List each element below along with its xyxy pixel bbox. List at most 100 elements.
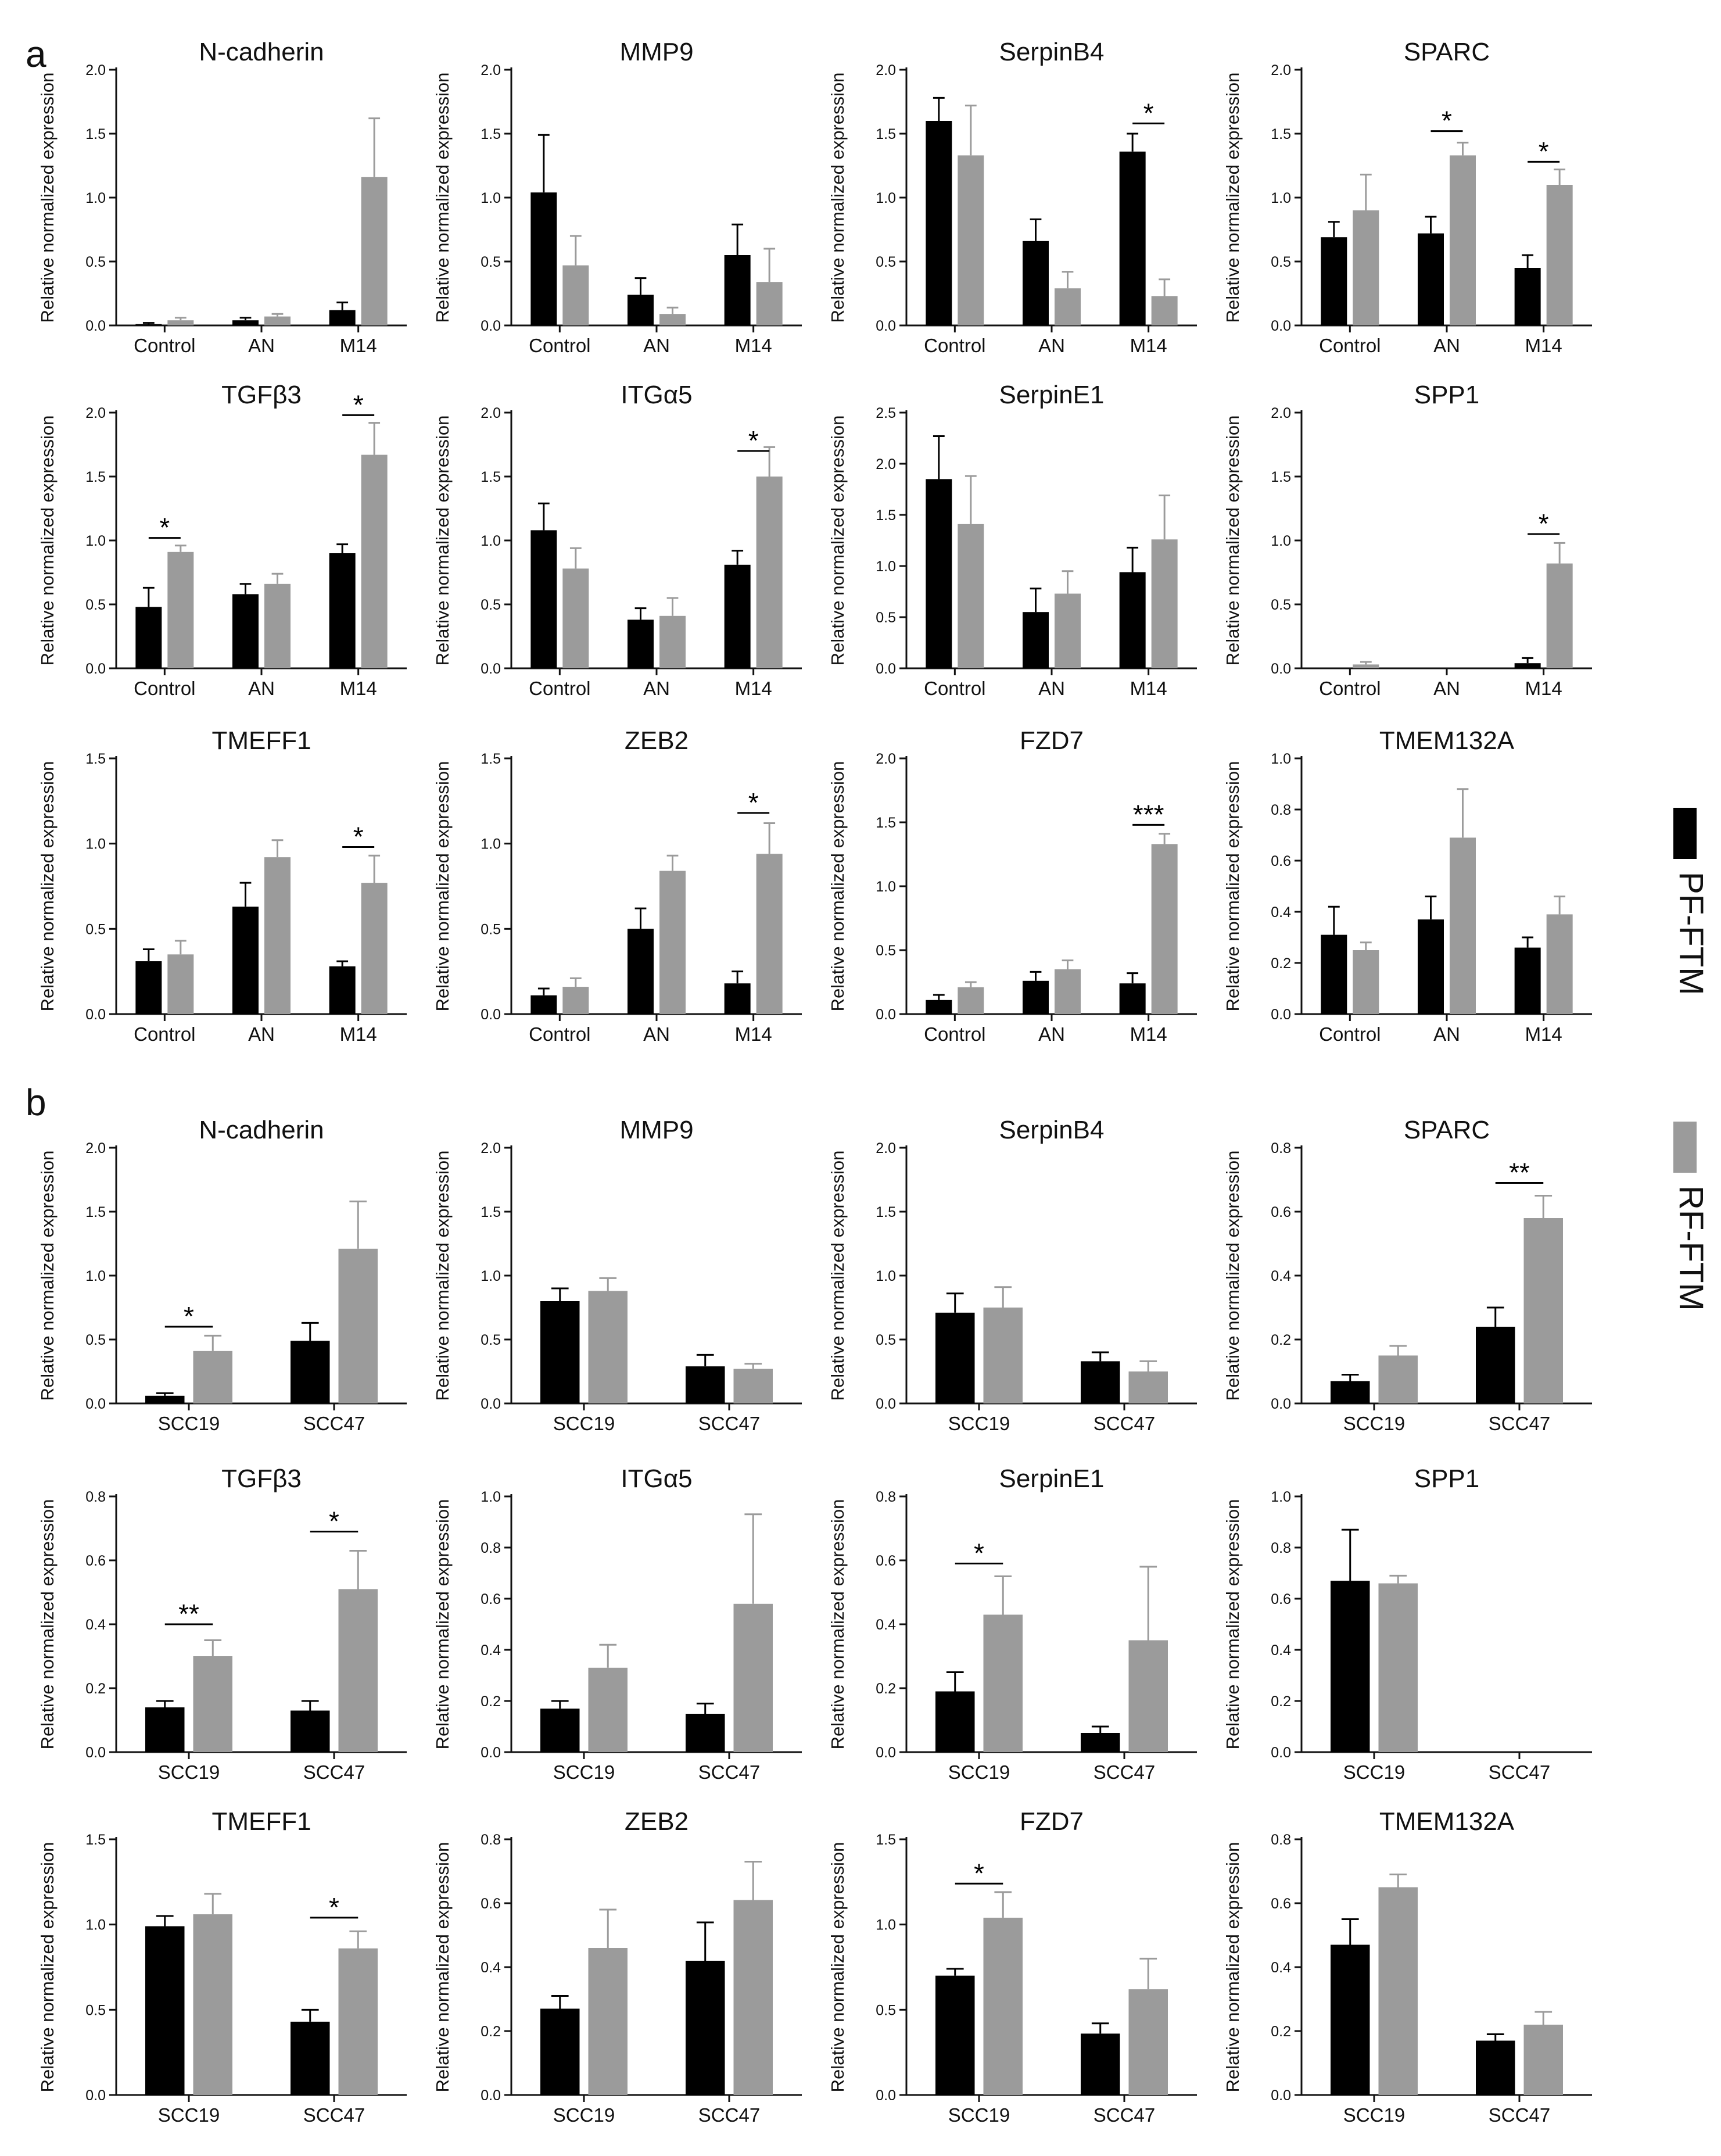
- bar-b-sparc-scc19-rf-ftm: [1378, 1355, 1418, 1403]
- x-tick-label-b-sparc-0: SCC19: [1343, 1413, 1405, 1434]
- x-tick-label-b-zeb2-1: SCC47: [698, 2104, 760, 2126]
- y-tick-label-b-fzd7-3: 1.5: [876, 1832, 896, 1848]
- y-tick-label-a-tmem132a-2: 0.4: [1271, 904, 1291, 921]
- bar-a-zeb2-m14-pf-ftm: [724, 983, 751, 1014]
- y-tick-label-a-serpinb4-0: 0.0: [876, 318, 896, 334]
- y-tick-label-b-sparc-0: 0.0: [1271, 1396, 1291, 1412]
- chart-title-a-itg-5: ITGα5: [621, 381, 692, 409]
- bar-a-tmem132a-an-pf-ftm: [1418, 919, 1444, 1014]
- x-tick-label-a-n-cadherin-1: AN: [248, 335, 275, 356]
- y-axis-label-b-spp1: Relative normalized expression: [1222, 1499, 1243, 1750]
- bar-b-serpine1-scc47-pf-ftm: [1081, 1733, 1120, 1752]
- bar-b-sparc-scc47-rf-ftm: [1523, 1218, 1563, 1403]
- chart-title-a-sparc: SPARC: [1404, 38, 1490, 66]
- bar-a-sparc-control-pf-ftm: [1321, 237, 1347, 325]
- y-tick-label-b-itg-5-3: 0.6: [481, 1591, 501, 1607]
- bar-a-serpine1-control-rf-ftm: [958, 524, 984, 668]
- bar-a-spp1-control-rf-ftm: [1353, 664, 1379, 668]
- y-tick-label-b-sparc-1: 0.2: [1271, 1332, 1291, 1348]
- bar-chart-figure: N-cadherin Relative normalized expression…: [37, 38, 1592, 2126]
- bar-a-itg-5-an-rf-ftm: [659, 615, 686, 668]
- bar-a-tmem132a-m14-pf-ftm: [1514, 947, 1541, 1014]
- y-tick-label-a-tgf-3-3: 1.5: [85, 469, 106, 485]
- y-tick-label-b-fzd7-0: 0.0: [876, 2087, 896, 2104]
- bar-b-sparc-scc47-pf-ftm: [1476, 1327, 1515, 1403]
- x-tick-label-b-zeb2-0: SCC19: [553, 2104, 615, 2126]
- chart-title-a-tmem132a: TMEM132A: [1379, 726, 1515, 755]
- bar-b-zeb2-scc47-pf-ftm: [686, 1961, 725, 2095]
- significance-marker-b-n-cadherin-0: *: [184, 1301, 194, 1331]
- y-axis-label-b-tgf-3: Relative normalized expression: [37, 1499, 58, 1750]
- bar-a-sparc-an-rf-ftm: [1450, 155, 1476, 325]
- x-tick-label-a-mmp9-1: AN: [643, 335, 670, 356]
- panel-label-b: b: [26, 1081, 46, 1123]
- y-tick-label-a-n-cadherin-0: 0.0: [85, 318, 106, 334]
- y-tick-label-a-serpinb4-4: 2.0: [876, 62, 896, 78]
- y-tick-label-a-serpine1-4: 2.0: [876, 456, 896, 472]
- y-tick-label-b-serpine1-3: 0.6: [876, 1553, 896, 1569]
- y-axis-label-a-sparc: Relative normalized expression: [1222, 73, 1243, 323]
- y-tick-label-a-n-cadherin-2: 1.0: [85, 190, 106, 206]
- bar-b-zeb2-scc47-rf-ftm: [733, 1900, 773, 2095]
- x-tick-label-b-fzd7-1: SCC47: [1093, 2104, 1155, 2126]
- y-tick-label-b-serpinb4-3: 1.5: [876, 1204, 896, 1220]
- bar-b-mmp9-scc19-rf-ftm: [588, 1291, 628, 1403]
- chart-title-a-zeb2: ZEB2: [625, 726, 689, 755]
- y-tick-label-a-mmp9-3: 1.5: [481, 126, 501, 142]
- bar-a-serpine1-m14-pf-ftm: [1119, 572, 1146, 668]
- y-tick-label-a-sparc-1: 0.5: [1271, 254, 1291, 270]
- chart-title-b-sparc: SPARC: [1404, 1116, 1490, 1144]
- y-tick-label-b-n-cadherin-1: 0.5: [85, 1332, 106, 1348]
- bar-a-tmem132a-an-rf-ftm: [1450, 837, 1476, 1014]
- bar-b-zeb2-scc19-rf-ftm: [588, 1948, 628, 2095]
- bar-b-serpine1-scc47-rf-ftm: [1128, 1640, 1168, 1752]
- bar-b-n-cadherin-scc19-rf-ftm: [193, 1351, 232, 1403]
- chart-title-b-serpinb4: SerpinB4: [999, 1116, 1104, 1144]
- bar-b-itg-5-scc19-rf-ftm: [588, 1667, 628, 1752]
- y-tick-label-b-tgf-3-0: 0.0: [85, 1745, 106, 1761]
- bar-a-tmeff1-an-rf-ftm: [264, 857, 291, 1014]
- legend-label-rf-ftm: RF-FTM: [1672, 1186, 1710, 1311]
- x-tick-label-a-tmeff1-0: Control: [134, 1023, 195, 1045]
- y-tick-label-b-tmem132a-1: 0.2: [1271, 2024, 1291, 2040]
- y-axis-label-a-serpinb4: Relative normalized expression: [827, 73, 848, 323]
- significance-marker-b-serpine1-0: *: [974, 1538, 984, 1568]
- y-tick-label-a-tmeff1-1: 0.5: [85, 921, 106, 937]
- bar-b-itg-5-scc47-pf-ftm: [686, 1714, 725, 1752]
- bar-a-zeb2-an-pf-ftm: [628, 929, 654, 1014]
- bar-a-itg-5-control-pf-ftm: [530, 530, 557, 668]
- y-tick-label-b-zeb2-2: 0.4: [481, 1960, 501, 1976]
- bar-a-spp1-m14-rf-ftm: [1546, 563, 1573, 668]
- chart-title-a-tgf-3: TGFβ3: [221, 381, 302, 409]
- chart-title-a-tmeff1: TMEFF1: [211, 726, 311, 755]
- bar-b-tgf-3-scc47-pf-ftm: [291, 1710, 330, 1752]
- x-tick-label-a-serpine1-1: AN: [1038, 678, 1065, 699]
- y-tick-label-a-fzd7-2: 1.0: [876, 879, 896, 895]
- y-tick-label-b-serpine1-0: 0.0: [876, 1745, 896, 1761]
- y-tick-label-b-sparc-3: 0.6: [1271, 1204, 1291, 1220]
- bar-a-sparc-an-pf-ftm: [1418, 233, 1444, 325]
- chart-title-b-mmp9: MMP9: [619, 1116, 693, 1144]
- y-tick-label-b-mmp9-1: 0.5: [481, 1332, 501, 1348]
- x-tick-label-b-spp1-0: SCC19: [1343, 1761, 1405, 1783]
- chart-title-b-zeb2: ZEB2: [625, 1807, 689, 1836]
- bar-a-serpine1-m14-rf-ftm: [1151, 539, 1178, 668]
- y-tick-label-a-n-cadherin-1: 0.5: [85, 254, 106, 270]
- x-tick-label-a-spp1-0: Control: [1319, 678, 1381, 699]
- bar-a-tgf-3-an-pf-ftm: [232, 594, 259, 668]
- y-tick-label-b-fzd7-1: 0.5: [876, 2002, 896, 2018]
- y-tick-label-b-mmp9-3: 1.5: [481, 1204, 501, 1220]
- x-tick-label-b-itg-5-0: SCC19: [553, 1761, 615, 1783]
- bar-b-mmp9-scc19-pf-ftm: [540, 1301, 580, 1403]
- y-tick-label-a-zeb2-0: 0.0: [481, 1007, 501, 1023]
- bar-a-mmp9-control-rf-ftm: [562, 265, 589, 325]
- y-tick-label-b-itg-5-1: 0.2: [481, 1693, 501, 1710]
- y-tick-label-b-spp1-4: 0.8: [1271, 1540, 1291, 1556]
- y-axis-label-b-serpinb4: Relative normalized expression: [827, 1151, 848, 1401]
- y-tick-label-a-spp1-3: 1.5: [1271, 469, 1291, 485]
- x-tick-label-a-itg-5-0: Control: [529, 678, 590, 699]
- y-tick-label-a-spp1-2: 1.0: [1271, 533, 1291, 549]
- y-tick-label-b-serpinb4-4: 2.0: [876, 1140, 896, 1156]
- y-axis-label-b-fzd7: Relative normalized expression: [827, 1842, 848, 2093]
- x-tick-label-a-mmp9-2: M14: [735, 335, 772, 356]
